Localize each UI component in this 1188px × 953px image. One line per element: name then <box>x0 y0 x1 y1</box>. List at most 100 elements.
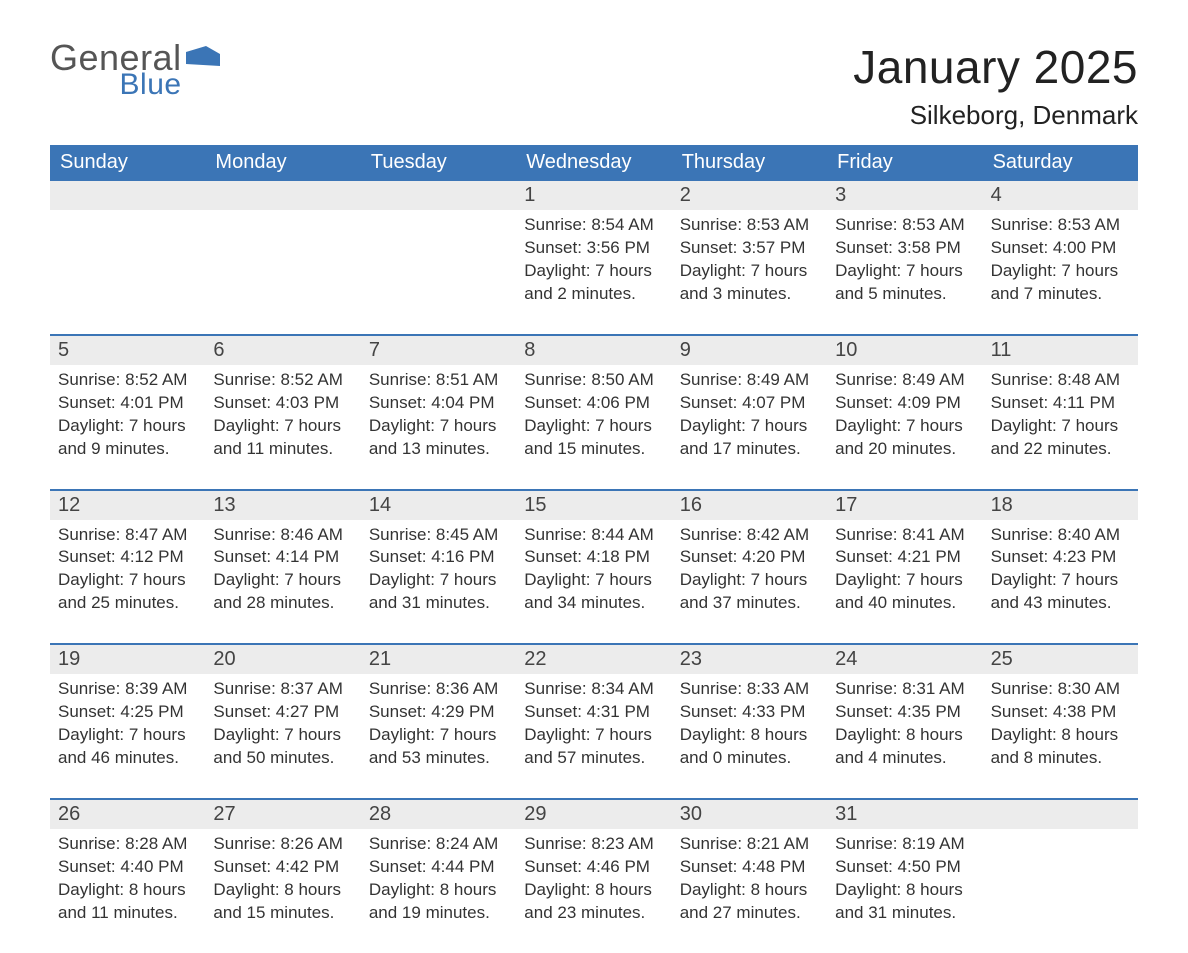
day-number: 8 <box>516 336 671 365</box>
day-content: Sunrise: 8:53 AMSunset: 3:57 PMDaylight:… <box>672 210 827 306</box>
sunrise-line: Sunrise: 8:46 AM <box>213 524 352 547</box>
sunrise-line: Sunrise: 8:26 AM <box>213 833 352 856</box>
sunset-line: Sunset: 4:04 PM <box>369 392 508 415</box>
location: Silkeborg, Denmark <box>853 100 1138 131</box>
day-content: Sunrise: 8:44 AMSunset: 4:18 PMDaylight:… <box>516 520 671 616</box>
sunset-line: Sunset: 4:50 PM <box>835 856 974 879</box>
day-content: Sunrise: 8:42 AMSunset: 4:20 PMDaylight:… <box>672 520 827 616</box>
weekday-header: Tuesday <box>361 145 516 181</box>
day-content: Sunrise: 8:50 AMSunset: 4:06 PMDaylight:… <box>516 365 671 461</box>
sunrise-line: Sunrise: 8:19 AM <box>835 833 974 856</box>
day-content: Sunrise: 8:26 AMSunset: 4:42 PMDaylight:… <box>205 829 360 925</box>
day-number: 2 <box>672 181 827 210</box>
sunrise-line: Sunrise: 8:34 AM <box>524 678 663 701</box>
daylight-line: Daylight: 7 hours and 53 minutes. <box>369 724 508 770</box>
day-number: 15 <box>516 491 671 520</box>
day-content: Sunrise: 8:53 AMSunset: 4:00 PMDaylight:… <box>983 210 1138 306</box>
daylight-line: Daylight: 7 hours and 31 minutes. <box>369 569 508 615</box>
sunset-line: Sunset: 4:33 PM <box>680 701 819 724</box>
weekday-header: Thursday <box>672 145 827 181</box>
day-content: Sunrise: 8:33 AMSunset: 4:33 PMDaylight:… <box>672 674 827 770</box>
sunset-line: Sunset: 4:46 PM <box>524 856 663 879</box>
daycontent-row: Sunrise: 8:28 AMSunset: 4:40 PMDaylight:… <box>50 829 1138 953</box>
weekday-header: Monday <box>205 145 360 181</box>
sunrise-line: Sunrise: 8:45 AM <box>369 524 508 547</box>
day-content <box>50 210 205 306</box>
daycontent-row: Sunrise: 8:39 AMSunset: 4:25 PMDaylight:… <box>50 674 1138 798</box>
daycontent-row: Sunrise: 8:54 AMSunset: 3:56 PMDaylight:… <box>50 210 1138 334</box>
sunrise-line: Sunrise: 8:49 AM <box>835 369 974 392</box>
daycontent-row: Sunrise: 8:47 AMSunset: 4:12 PMDaylight:… <box>50 520 1138 644</box>
daylight-line: Daylight: 7 hours and 46 minutes. <box>58 724 197 770</box>
daycontent-row: Sunrise: 8:52 AMSunset: 4:01 PMDaylight:… <box>50 365 1138 489</box>
sunrise-line: Sunrise: 8:53 AM <box>835 214 974 237</box>
daynum-row: 567891011 <box>50 336 1138 365</box>
calendar-week: 262728293031Sunrise: 8:28 AMSunset: 4:40… <box>50 798 1138 953</box>
calendar: SundayMondayTuesdayWednesdayThursdayFrid… <box>50 145 1138 953</box>
sunrise-line: Sunrise: 8:51 AM <box>369 369 508 392</box>
sunset-line: Sunset: 3:58 PM <box>835 237 974 260</box>
day-content: Sunrise: 8:23 AMSunset: 4:46 PMDaylight:… <box>516 829 671 925</box>
day-number <box>50 181 205 210</box>
daylight-line: Daylight: 7 hours and 28 minutes. <box>213 569 352 615</box>
day-content <box>205 210 360 306</box>
sunrise-line: Sunrise: 8:54 AM <box>524 214 663 237</box>
sunset-line: Sunset: 4:14 PM <box>213 546 352 569</box>
sunrise-line: Sunrise: 8:28 AM <box>58 833 197 856</box>
day-number: 16 <box>672 491 827 520</box>
daylight-line: Daylight: 7 hours and 57 minutes. <box>524 724 663 770</box>
day-number: 3 <box>827 181 982 210</box>
day-content: Sunrise: 8:53 AMSunset: 3:58 PMDaylight:… <box>827 210 982 306</box>
day-number: 26 <box>50 800 205 829</box>
sunset-line: Sunset: 4:06 PM <box>524 392 663 415</box>
day-number: 20 <box>205 645 360 674</box>
sunset-line: Sunset: 4:42 PM <box>213 856 352 879</box>
day-number: 29 <box>516 800 671 829</box>
day-number: 28 <box>361 800 516 829</box>
day-number: 23 <box>672 645 827 674</box>
day-number <box>205 181 360 210</box>
daynum-row: 1234 <box>50 181 1138 210</box>
day-number: 25 <box>983 645 1138 674</box>
day-number: 17 <box>827 491 982 520</box>
sunrise-line: Sunrise: 8:39 AM <box>58 678 197 701</box>
day-number: 19 <box>50 645 205 674</box>
daylight-line: Daylight: 7 hours and 25 minutes. <box>58 569 197 615</box>
day-number: 6 <box>205 336 360 365</box>
daylight-line: Daylight: 8 hours and 4 minutes. <box>835 724 974 770</box>
sunset-line: Sunset: 4:35 PM <box>835 701 974 724</box>
sunset-line: Sunset: 4:09 PM <box>835 392 974 415</box>
daylight-line: Daylight: 7 hours and 3 minutes. <box>680 260 819 306</box>
sunset-line: Sunset: 4:25 PM <box>58 701 197 724</box>
day-number <box>983 800 1138 829</box>
day-number: 30 <box>672 800 827 829</box>
sunset-line: Sunset: 4:48 PM <box>680 856 819 879</box>
daylight-line: Daylight: 7 hours and 50 minutes. <box>213 724 352 770</box>
calendar-week: 19202122232425Sunrise: 8:39 AMSunset: 4:… <box>50 643 1138 798</box>
day-content: Sunrise: 8:48 AMSunset: 4:11 PMDaylight:… <box>983 365 1138 461</box>
day-number: 10 <box>827 336 982 365</box>
daylight-line: Daylight: 7 hours and 22 minutes. <box>991 415 1130 461</box>
day-content: Sunrise: 8:39 AMSunset: 4:25 PMDaylight:… <box>50 674 205 770</box>
day-content: Sunrise: 8:49 AMSunset: 4:07 PMDaylight:… <box>672 365 827 461</box>
sunrise-line: Sunrise: 8:49 AM <box>680 369 819 392</box>
day-number: 22 <box>516 645 671 674</box>
day-number: 21 <box>361 645 516 674</box>
calendar-week: 1234Sunrise: 8:54 AMSunset: 3:56 PMDayli… <box>50 181 1138 334</box>
sunrise-line: Sunrise: 8:37 AM <box>213 678 352 701</box>
sunrise-line: Sunrise: 8:52 AM <box>213 369 352 392</box>
daylight-line: Daylight: 7 hours and 40 minutes. <box>835 569 974 615</box>
header-bar: General Blue January 2025 Silkeborg, Den… <box>50 40 1138 131</box>
daylight-line: Daylight: 7 hours and 7 minutes. <box>991 260 1130 306</box>
sunrise-line: Sunrise: 8:40 AM <box>991 524 1130 547</box>
day-content <box>361 210 516 306</box>
sunset-line: Sunset: 4:20 PM <box>680 546 819 569</box>
day-number: 5 <box>50 336 205 365</box>
day-content: Sunrise: 8:54 AMSunset: 3:56 PMDaylight:… <box>516 210 671 306</box>
day-number: 27 <box>205 800 360 829</box>
title-block: January 2025 Silkeborg, Denmark <box>853 40 1138 131</box>
daylight-line: Daylight: 7 hours and 20 minutes. <box>835 415 974 461</box>
calendar-week: 12131415161718Sunrise: 8:47 AMSunset: 4:… <box>50 489 1138 644</box>
day-number: 9 <box>672 336 827 365</box>
day-number: 31 <box>827 800 982 829</box>
